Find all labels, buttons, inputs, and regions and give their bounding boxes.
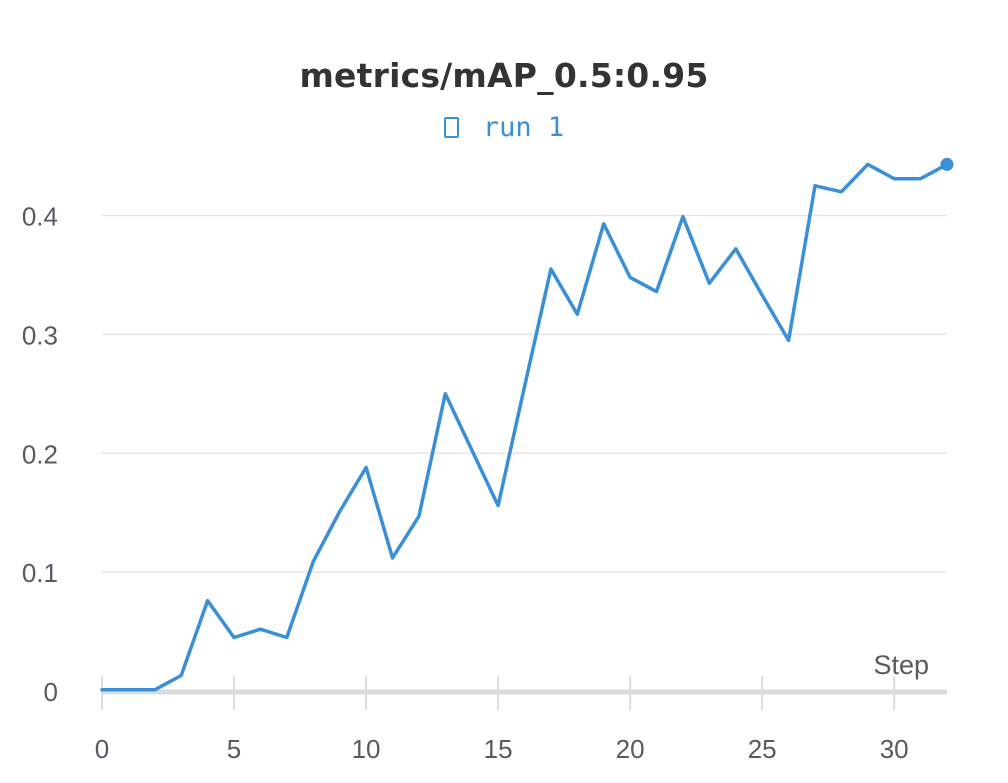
x-axis-title: Step: [873, 650, 929, 680]
legend[interactable]: run 1: [0, 112, 1008, 143]
y-tick-label: 0: [44, 677, 58, 707]
grid-lines: [102, 214, 947, 573]
y-tick-label: 0.2: [22, 439, 58, 469]
x-tick-label: 5: [227, 734, 241, 764]
y-tick-label: 0.3: [22, 320, 58, 350]
x-tick-label: 10: [352, 734, 381, 764]
y-tick-label: 0.4: [22, 202, 58, 232]
x-tick-label: 25: [748, 734, 777, 764]
legend-label-run-1: run 1: [482, 112, 565, 143]
series-line-0[interactable]: [100, 162, 949, 692]
x-tick-label: 15: [484, 734, 513, 764]
x-tick-label: 0: [95, 734, 109, 764]
legend-swatch-icon: [443, 117, 459, 138]
chart-title: metrics/mAP_0.5:0.95: [299, 56, 709, 95]
x-tick-label: 30: [880, 734, 909, 764]
x-tick-label: 20: [616, 734, 645, 764]
y-axis: 0 0.1 0.2 0.3 0.4: [22, 202, 58, 707]
series-layer: [100, 157, 954, 692]
series-point-last[interactable]: [940, 157, 954, 171]
x-axis: 0 5 10 15 20 25 30: [95, 676, 947, 764]
y-tick-label: 0.1: [22, 558, 58, 588]
